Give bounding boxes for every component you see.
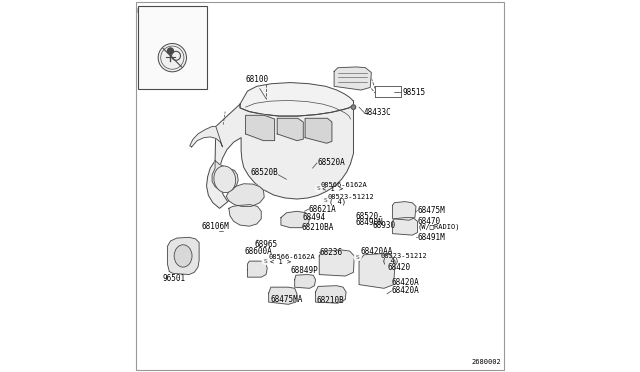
Text: 96501: 96501	[163, 274, 186, 283]
Text: 68490N: 68490N	[355, 218, 383, 227]
Circle shape	[262, 257, 269, 265]
Text: LABEL FOR AIRBAG: LABEL FOR AIRBAG	[137, 8, 207, 14]
Polygon shape	[392, 218, 417, 235]
Text: 68210B: 68210B	[316, 296, 344, 305]
Text: 68420: 68420	[388, 263, 411, 272]
Text: 08523-51212: 08523-51212	[328, 194, 374, 200]
Polygon shape	[305, 118, 332, 143]
Polygon shape	[294, 275, 316, 288]
Polygon shape	[334, 67, 371, 90]
Text: 08523-51212: 08523-51212	[380, 253, 427, 259]
Text: 68100: 68100	[246, 76, 269, 84]
Text: S: S	[264, 259, 268, 264]
Polygon shape	[246, 115, 275, 141]
Polygon shape	[392, 202, 416, 220]
Polygon shape	[248, 261, 267, 277]
Polygon shape	[269, 287, 297, 304]
Text: 68520B: 68520B	[251, 169, 278, 177]
Text: 68470: 68470	[417, 217, 440, 226]
Bar	[138, 6, 207, 89]
Polygon shape	[277, 118, 303, 141]
Polygon shape	[168, 237, 199, 275]
Text: 68965: 68965	[255, 240, 278, 249]
Circle shape	[354, 254, 362, 261]
Polygon shape	[212, 161, 238, 192]
Text: 68520A: 68520A	[317, 158, 345, 167]
Polygon shape	[207, 104, 353, 208]
Polygon shape	[240, 83, 353, 116]
Circle shape	[351, 105, 356, 109]
Text: 68106M: 68106M	[202, 222, 230, 231]
Circle shape	[315, 185, 322, 192]
Text: 68520-: 68520-	[355, 212, 383, 221]
Text: 68210BA: 68210BA	[301, 223, 334, 232]
Text: 68236: 68236	[319, 248, 342, 257]
Text: 68420AA: 68420AA	[360, 247, 392, 256]
Text: 68621A: 68621A	[309, 205, 337, 214]
Text: 68475MA: 68475MA	[271, 295, 303, 304]
Polygon shape	[316, 286, 346, 303]
Text: S: S	[323, 198, 327, 203]
Polygon shape	[281, 211, 310, 228]
Text: 68491M: 68491M	[417, 233, 445, 242]
Text: < 1 >: < 1 >	[322, 186, 343, 192]
Text: 68600A: 68600A	[245, 247, 273, 256]
Text: 68475M: 68475M	[417, 206, 445, 215]
Circle shape	[321, 197, 329, 205]
Text: 98591M: 98591M	[159, 15, 185, 21]
Ellipse shape	[214, 166, 236, 193]
Text: 68930: 68930	[372, 221, 396, 230]
Polygon shape	[229, 205, 261, 226]
Text: < 1 >: < 1 >	[270, 259, 291, 265]
Text: 08566-6162A: 08566-6162A	[269, 254, 316, 260]
Text: (W/□RADIO): (W/□RADIO)	[417, 224, 460, 230]
Text: 2680002: 2680002	[472, 359, 502, 365]
Polygon shape	[190, 126, 223, 147]
Text: S: S	[317, 186, 321, 191]
Text: 68420A: 68420A	[392, 286, 419, 295]
Text: 68420A: 68420A	[392, 278, 419, 287]
Polygon shape	[319, 250, 354, 276]
Text: 08566-6162A: 08566-6162A	[321, 182, 367, 187]
Circle shape	[168, 48, 173, 54]
Text: ( 4): ( 4)	[383, 257, 399, 264]
Polygon shape	[359, 254, 395, 288]
Text: 68849P: 68849P	[291, 266, 319, 275]
Circle shape	[158, 44, 186, 72]
Text: 68494: 68494	[302, 213, 325, 222]
Text: S: S	[356, 255, 360, 260]
Text: ( 4): ( 4)	[330, 199, 346, 205]
Text: 48433C: 48433C	[364, 108, 392, 117]
Polygon shape	[227, 184, 264, 206]
Ellipse shape	[174, 245, 192, 267]
Text: 98515: 98515	[403, 88, 426, 97]
